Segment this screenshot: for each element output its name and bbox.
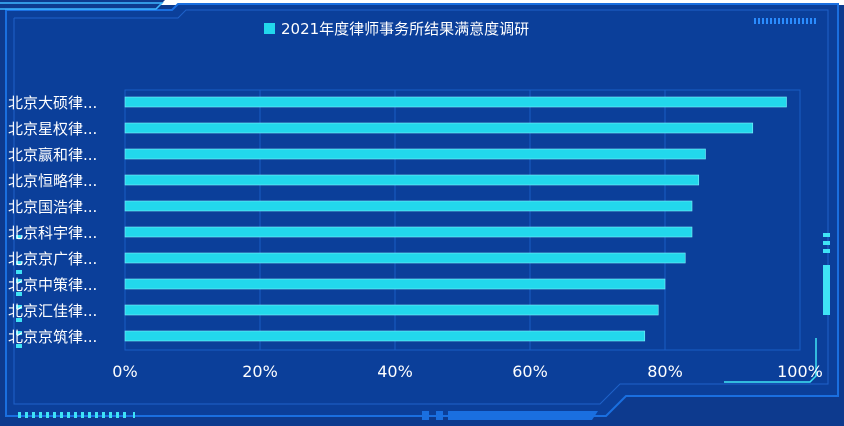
frame-left-markers xyxy=(16,235,22,348)
frame-bottom-center-bars xyxy=(422,411,598,420)
frame-right-markers xyxy=(823,233,830,315)
category-label: 北京京筑律... xyxy=(8,328,97,346)
category-label: 北京赢和律... xyxy=(8,146,97,164)
chart-x-ticks: 0% 20% 40% 60% 80% 100% xyxy=(112,362,823,381)
x-tick-label: 60% xyxy=(512,362,548,381)
category-label: 北京中策律... xyxy=(8,276,97,294)
category-label: 北京恒略律... xyxy=(8,172,97,190)
category-label: 北京大硕律... xyxy=(8,94,97,112)
frame-bottom-left-ticks xyxy=(18,412,135,418)
chart-legend[interactable]: 2021年度律师事务所结果满意度调研 xyxy=(264,16,529,40)
x-tick-label: 40% xyxy=(377,362,413,381)
bar[interactable] xyxy=(124,148,706,160)
bar[interactable] xyxy=(124,226,693,238)
category-label: 北京汇佳律... xyxy=(8,302,97,320)
bar[interactable] xyxy=(124,122,754,134)
category-label: 北京国浩律... xyxy=(8,198,97,216)
legend-swatch xyxy=(264,22,275,34)
bar[interactable] xyxy=(124,200,693,212)
x-tick-label: 80% xyxy=(647,362,683,381)
bar[interactable] xyxy=(124,330,646,342)
x-tick-label: 20% xyxy=(242,362,278,381)
frame-inner-line xyxy=(13,9,829,405)
frame-top-right-ticks xyxy=(754,18,816,24)
bar[interactable] xyxy=(124,304,659,316)
bar[interactable] xyxy=(124,96,787,108)
legend-label: 2021年度律师事务所结果满意度调研 xyxy=(281,19,530,38)
bar[interactable] xyxy=(124,278,666,290)
chart-bars xyxy=(124,96,787,342)
frame-corner-top-left xyxy=(0,2,164,10)
category-label: 北京科宇律... xyxy=(8,224,97,242)
chart-category-labels: 北京大硕律... 北京星权律... 北京赢和律... 北京恒略律... 北京国浩律...… xyxy=(8,94,97,346)
frame-bottom-right-accent xyxy=(724,338,817,383)
bar[interactable] xyxy=(124,252,686,264)
x-tick-label: 0% xyxy=(112,362,137,381)
category-label: 北京京广律... xyxy=(8,250,97,268)
category-label: 北京星权律... xyxy=(8,120,97,138)
bar[interactable] xyxy=(124,174,700,186)
x-tick-label: 100% xyxy=(777,362,823,381)
